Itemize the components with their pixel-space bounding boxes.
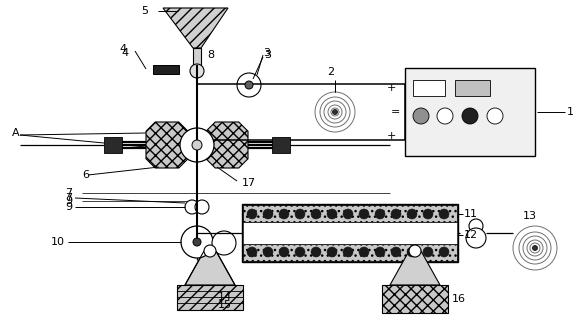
Circle shape — [180, 128, 214, 162]
Circle shape — [409, 245, 421, 257]
Circle shape — [237, 73, 261, 97]
Text: 17: 17 — [242, 178, 256, 188]
Bar — [243, 222, 457, 244]
Polygon shape — [390, 251, 440, 285]
Bar — [177, 285, 243, 310]
Circle shape — [295, 209, 305, 219]
Circle shape — [327, 209, 337, 219]
Text: 2: 2 — [327, 67, 335, 77]
Text: 8: 8 — [207, 50, 214, 60]
Circle shape — [437, 108, 453, 124]
Text: 10: 10 — [51, 237, 65, 247]
Circle shape — [193, 238, 201, 246]
Text: 1: 1 — [567, 107, 574, 117]
Circle shape — [263, 209, 273, 219]
Circle shape — [343, 247, 353, 257]
Bar — [455, 80, 490, 96]
Circle shape — [375, 209, 385, 219]
Circle shape — [375, 247, 385, 257]
Text: +: + — [387, 83, 396, 93]
Circle shape — [279, 209, 289, 219]
Bar — [382, 285, 448, 313]
Bar — [153, 65, 179, 74]
Text: 5: 5 — [141, 6, 148, 16]
Text: 3: 3 — [263, 48, 270, 58]
Text: 3: 3 — [264, 50, 271, 60]
Circle shape — [327, 247, 337, 257]
Polygon shape — [163, 8, 228, 48]
Circle shape — [247, 209, 257, 219]
Circle shape — [359, 209, 369, 219]
Circle shape — [413, 108, 429, 124]
Circle shape — [185, 200, 199, 214]
Circle shape — [263, 247, 273, 257]
Text: 13: 13 — [523, 211, 537, 221]
Text: 9: 9 — [65, 196, 72, 206]
Circle shape — [245, 81, 253, 89]
Circle shape — [439, 209, 449, 219]
Circle shape — [391, 209, 401, 219]
Circle shape — [295, 247, 305, 257]
Circle shape — [423, 209, 433, 219]
Circle shape — [462, 108, 478, 124]
Circle shape — [204, 245, 216, 257]
Circle shape — [533, 245, 538, 251]
Circle shape — [279, 247, 289, 257]
Text: 4: 4 — [120, 44, 127, 54]
Circle shape — [407, 247, 417, 257]
Circle shape — [190, 64, 204, 78]
Circle shape — [343, 209, 353, 219]
Circle shape — [192, 140, 202, 150]
Circle shape — [391, 247, 401, 257]
Text: 6: 6 — [82, 170, 89, 180]
Circle shape — [487, 108, 503, 124]
Bar — [243, 205, 457, 222]
Text: 11: 11 — [464, 209, 478, 219]
Text: 14: 14 — [218, 292, 232, 302]
Circle shape — [407, 209, 417, 219]
Text: =: = — [390, 107, 400, 117]
Text: 7: 7 — [65, 188, 72, 198]
Circle shape — [332, 109, 338, 114]
Polygon shape — [146, 122, 188, 168]
Bar — [104, 137, 122, 153]
Circle shape — [466, 228, 486, 248]
Text: 9: 9 — [65, 202, 72, 212]
Circle shape — [212, 231, 236, 255]
Circle shape — [311, 247, 321, 257]
Circle shape — [439, 247, 449, 257]
Circle shape — [181, 226, 213, 258]
Text: A: A — [12, 128, 20, 138]
Bar — [405, 68, 535, 156]
Text: 4: 4 — [121, 48, 129, 58]
Circle shape — [359, 247, 369, 257]
Polygon shape — [185, 251, 235, 285]
Text: 16: 16 — [452, 294, 466, 304]
Bar — [413, 80, 445, 96]
Circle shape — [247, 247, 257, 257]
Text: 12: 12 — [464, 230, 478, 240]
Polygon shape — [206, 122, 248, 168]
Circle shape — [311, 209, 321, 219]
Circle shape — [195, 200, 209, 214]
Bar — [242, 204, 458, 262]
Bar — [272, 137, 290, 153]
Text: 7: 7 — [65, 193, 72, 203]
Bar — [243, 244, 457, 261]
Circle shape — [423, 247, 433, 257]
Text: +: + — [387, 131, 396, 141]
Circle shape — [469, 219, 483, 233]
Text: 15: 15 — [218, 300, 232, 310]
Bar — [193, 48, 201, 65]
